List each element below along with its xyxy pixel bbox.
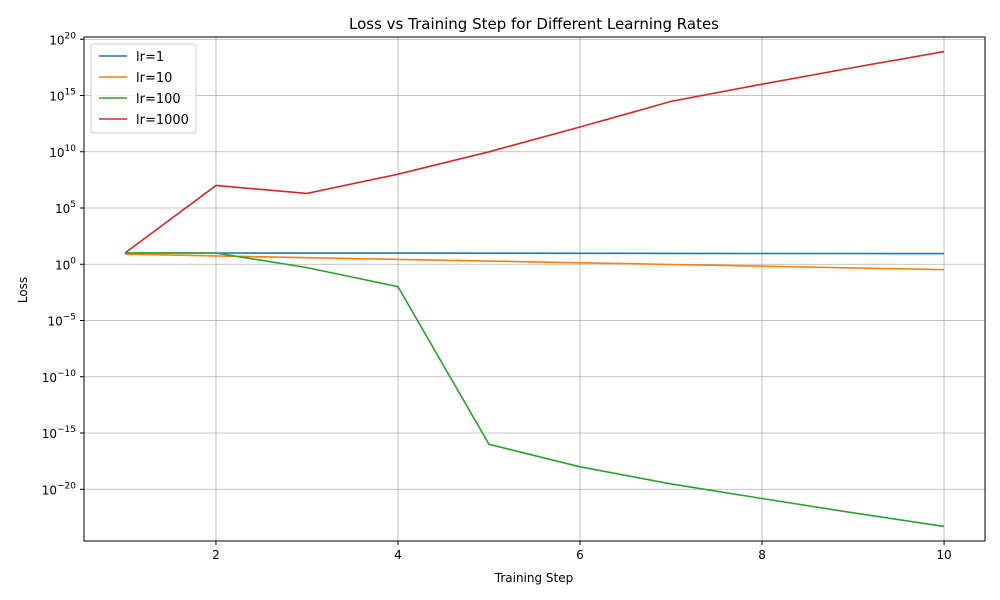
series-line-1 bbox=[125, 252, 945, 255]
x-tick-label: 6 bbox=[576, 548, 584, 562]
grid-lines bbox=[84, 37, 985, 541]
y-tick-label: 10−20 bbox=[42, 481, 77, 497]
series-line-4 bbox=[124, 50, 945, 254]
legend-label: lr=1 bbox=[136, 50, 164, 65]
y-tick-label: 10−15 bbox=[42, 425, 76, 441]
legend: lr=1 lr=10 lr=100 lr=1000 bbox=[90, 43, 197, 134]
y-axis: 10−20 10−15 10−10 10−5 100 105 1010 1015 1020 bbox=[42, 31, 84, 497]
x-tick-label: 2 bbox=[212, 548, 220, 562]
series-line-2 bbox=[124, 253, 945, 271]
y-tick-label: 105 bbox=[55, 200, 76, 216]
y-tick-label: 100 bbox=[55, 256, 76, 272]
x-tick-label: 10 bbox=[936, 548, 951, 562]
plot-area-frame bbox=[83, 36, 986, 542]
y-tick-label: 1015 bbox=[49, 88, 76, 104]
x-axis-title: Training Step bbox=[494, 571, 574, 585]
y-tick-label: 1020 bbox=[49, 31, 76, 47]
y-tick-label: 1010 bbox=[49, 144, 76, 160]
legend-box bbox=[90, 43, 197, 134]
x-axis: 2 4 6 8 10 bbox=[212, 541, 952, 562]
x-tick-label: 4 bbox=[394, 548, 402, 562]
y-tick-label: 10−5 bbox=[47, 313, 76, 329]
legend-label: lr=100 bbox=[136, 92, 181, 107]
series-lines bbox=[124, 50, 945, 528]
series-line-3 bbox=[125, 252, 945, 528]
chart-title: Loss vs Training Step for Different Lear… bbox=[349, 15, 719, 33]
y-tick-label: 10−10 bbox=[42, 369, 77, 385]
legend-label: lr=10 bbox=[136, 71, 172, 86]
y-axis-title: Loss bbox=[16, 277, 30, 303]
x-tick-label: 8 bbox=[758, 548, 766, 562]
legend-label: lr=1000 bbox=[136, 113, 189, 128]
